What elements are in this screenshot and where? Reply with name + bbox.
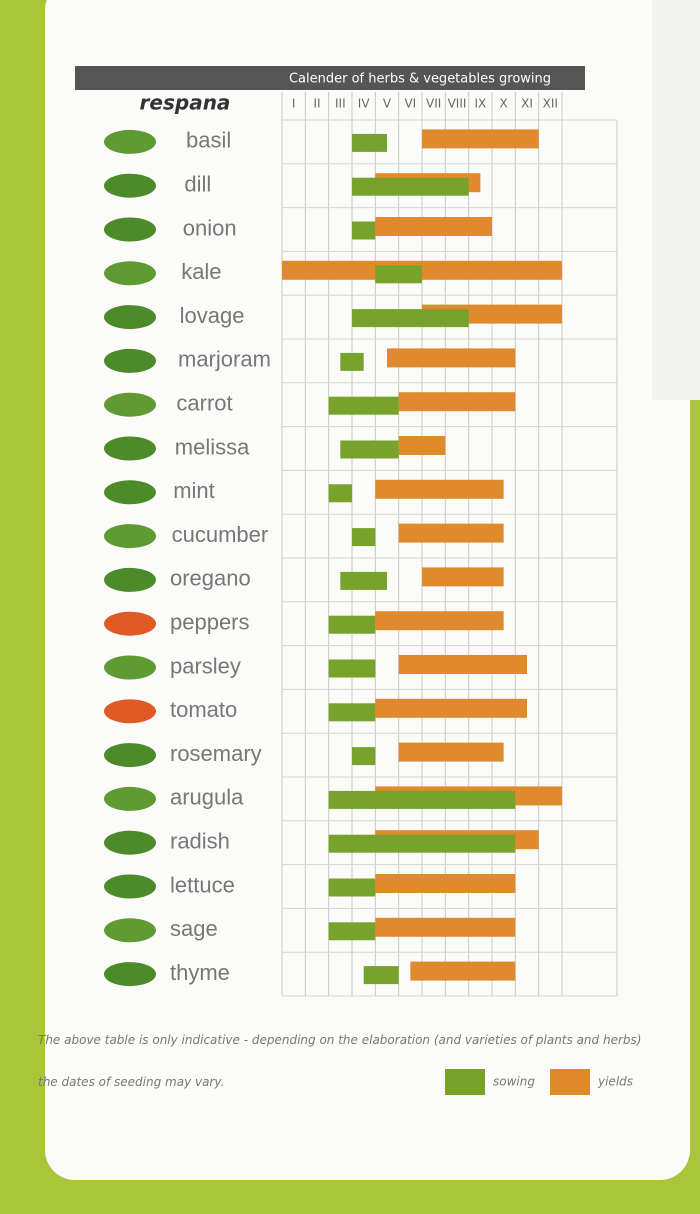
month-label: VI xyxy=(404,97,416,111)
sowing-bar xyxy=(352,747,376,766)
sowing-bar xyxy=(328,790,516,809)
month-label: X xyxy=(500,97,508,111)
yield-bar xyxy=(375,874,516,893)
chart-title: Calender of herbs & vegetables growing xyxy=(289,72,551,87)
sowing-bar xyxy=(340,440,399,459)
plant-icon xyxy=(104,261,156,286)
sowing-bar xyxy=(328,484,352,503)
plant-icon xyxy=(104,611,156,636)
month-label: III xyxy=(335,97,346,111)
yield-bar xyxy=(375,698,527,718)
plant-name: cucumber xyxy=(172,522,269,547)
plant-icon xyxy=(104,874,156,899)
plant-icon xyxy=(104,392,156,417)
plant-icon xyxy=(104,830,156,855)
sowing-bar xyxy=(363,966,399,985)
legend-label: yields xyxy=(597,1075,633,1089)
plant-icon xyxy=(104,743,156,768)
plant-name: onion xyxy=(183,215,237,240)
plant-icon xyxy=(104,699,156,724)
yield-bar xyxy=(398,392,516,412)
sowing-bar xyxy=(328,703,376,722)
plant-name: melissa xyxy=(175,434,250,459)
sowing-bar xyxy=(328,922,376,941)
plant-icon xyxy=(104,480,156,505)
plant-icon xyxy=(104,129,156,154)
plant-name: parsley xyxy=(170,653,241,678)
sowing-bar xyxy=(328,834,516,853)
plant-name: radish xyxy=(170,829,230,854)
sowing-bar xyxy=(352,133,387,152)
sowing-bar xyxy=(352,221,376,240)
yield-bar xyxy=(375,917,516,937)
sowing-bar xyxy=(328,615,376,634)
plant-icon xyxy=(104,962,156,987)
yield-bar xyxy=(375,611,504,631)
plant-name: thyme xyxy=(170,960,230,985)
sowing-bar xyxy=(328,396,399,415)
footnote: The above table is only indicative - dep… xyxy=(38,1033,641,1089)
month-label: VIII xyxy=(448,97,467,111)
legend-swatch xyxy=(445,1069,485,1095)
sowing-bar xyxy=(328,659,376,678)
yield-bar xyxy=(375,217,492,236)
plant-icon xyxy=(104,436,156,461)
yield-bar xyxy=(398,742,504,762)
plant-name: marjoram xyxy=(178,347,271,372)
plant-icon xyxy=(104,655,156,680)
month-label: XI xyxy=(521,97,533,111)
sowing-bar xyxy=(352,528,376,547)
plant-name: tomato xyxy=(170,697,237,722)
plant-name: oregano xyxy=(170,566,251,591)
month-label: VII xyxy=(426,97,441,111)
plant-name: peppers xyxy=(170,610,250,635)
legend-label: sowing xyxy=(493,1075,535,1089)
yield-bar xyxy=(387,348,516,368)
sowing-bar xyxy=(340,571,387,590)
plant-name: carrot xyxy=(176,391,232,416)
plant-icon xyxy=(104,173,156,198)
yield-bar xyxy=(398,436,446,455)
plant-name: basil xyxy=(186,128,231,153)
plant-icon xyxy=(104,786,156,811)
sowing-bar xyxy=(328,878,376,897)
plant-icon xyxy=(104,524,156,549)
plant-icon xyxy=(104,305,156,330)
month-label: XII xyxy=(543,97,558,111)
sowing-bar xyxy=(375,265,422,284)
plant-icon xyxy=(104,348,156,373)
paper-edge xyxy=(652,0,700,400)
plant-name: sage xyxy=(170,916,218,941)
plant-name: kale xyxy=(181,259,221,284)
yield-bar xyxy=(398,655,527,674)
plant-name: lettuce xyxy=(170,872,235,897)
yield-bar xyxy=(422,129,539,149)
banner xyxy=(75,66,585,90)
plant-icon xyxy=(104,918,156,943)
yield-bar xyxy=(375,479,504,499)
plant-name: mint xyxy=(173,478,215,503)
month-label: I xyxy=(292,97,296,111)
sowing-bar xyxy=(352,309,469,328)
plant-name: rosemary xyxy=(170,741,262,766)
plant-icon xyxy=(104,567,156,592)
yield-bar xyxy=(398,523,504,543)
legend-swatch xyxy=(550,1069,590,1095)
month-label: IV xyxy=(358,97,371,111)
sowing-bar xyxy=(352,177,469,196)
plant-icon xyxy=(104,217,156,242)
yield-bar xyxy=(422,567,504,587)
month-label: V xyxy=(383,97,392,111)
sowing-bar xyxy=(340,352,364,371)
brand: respana xyxy=(140,91,231,115)
yield-bar xyxy=(410,961,516,981)
month-label: IX xyxy=(474,97,486,111)
plant-name: arugula xyxy=(170,785,244,810)
plant-name: dill xyxy=(184,172,211,197)
plant-name: lovage xyxy=(180,303,245,328)
month-label: II xyxy=(313,97,320,111)
